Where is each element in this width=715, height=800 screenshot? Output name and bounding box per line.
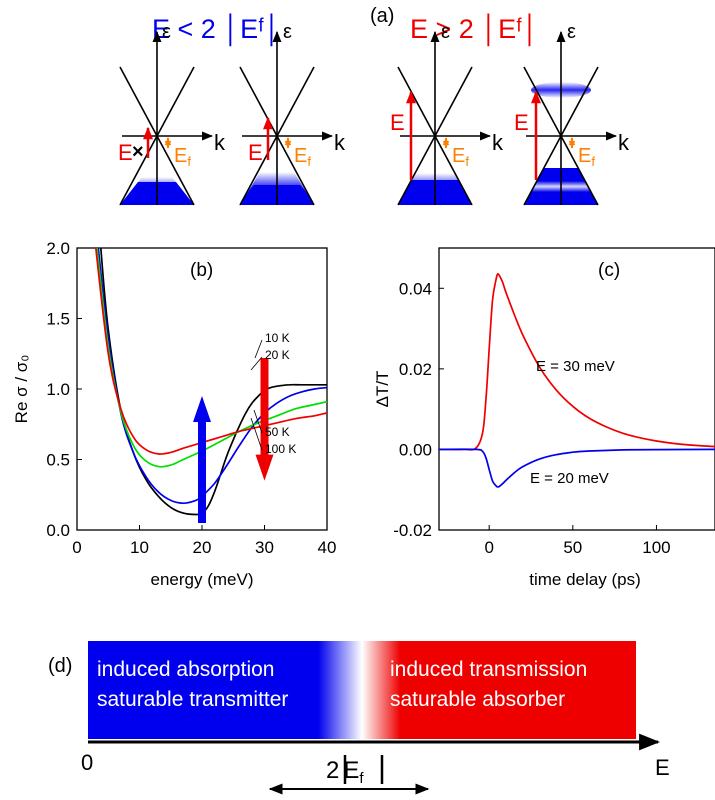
momentum-axis-label: k [618,130,630,155]
fermi-label: Ef [452,145,469,169]
series-line-e-20-mev [438,448,715,488]
series-label-30mev: E = 30 meV [536,358,615,375]
panel-a-label: (a) [370,5,394,27]
fermi-label: Ef [578,145,595,169]
series-label-20mev: E = 20 meV [530,470,609,487]
left-regime-line2: saturable transmitter [97,688,288,711]
axis-start-label: 0 [81,750,93,775]
panel-b-label: (b) [190,260,213,281]
y-tick-label: 1.0 [46,380,70,399]
x-tick-label: 30 [255,538,274,557]
momentum-axis-label: k [492,130,504,155]
x-tick-label: 50 [563,538,582,557]
regime-bar [88,641,636,739]
series-line-e-30-mev [438,273,715,451]
series-lines [438,273,715,488]
left-regime-line1: induced absorption [97,658,274,681]
series-labels: 10 K 20 K 50 K 100 K [250,331,296,456]
y-tick-label: 0.02 [399,360,432,379]
dirac-cone-1: ε × E Ef [118,21,214,206]
y-tick-label: -0.02 [393,521,432,540]
annotation-arrows [193,357,274,523]
label-leaders [250,339,263,451]
y-tick-label: 0.5 [46,451,70,470]
panel-a-left-title: E < 2 │Eᶠ│ [152,13,281,47]
series-line-100-k [94,247,328,455]
panel-c: (c) time delay (ps) ΔT/T 0 50 100 -0.02 0.00… [373,247,715,589]
increase-arrow [193,396,211,523]
energy-axis-label: ε [283,21,292,43]
panel-d: (d) induced absorption saturable transmi… [48,641,670,795]
y-tick-label: 0.04 [399,279,432,298]
fermi-label: Ef [174,145,191,169]
axis-ticks: 0 50 100 -0.02 0.00 0.02 0.04 [393,279,670,557]
axis-ticks: 0 10 20 30 40 0.0 0.5 1.0 1.5 2.0 [46,239,336,557]
energy-axis-label: ε [441,21,450,43]
y-tick-label: 0.00 [399,440,432,459]
series-label-100k: 100 K [265,442,296,456]
y-axis-label: ΔT/T [373,371,392,408]
series-line-50-k [96,247,328,468]
photon-label: E [248,140,263,165]
plot-frame [438,247,715,531]
decrease-arrow [255,357,274,481]
series-label-50k: 50 K [265,425,290,439]
x-axis-label: time delay (ps) [529,570,640,589]
photon-label: E [390,110,405,135]
x-tick-label: 20 [193,538,212,557]
panel-a-right-title: E > 2 │Eᶠ│ [410,13,539,47]
y-axis-label: Re σ / σ₀ [12,355,31,424]
photon-label: E [514,110,529,135]
x-tick-label: 40 [318,538,337,557]
dirac-cone-2: ε E Ef k [239,21,346,206]
series-label-10k: 10 K [265,331,290,345]
x-tick-label: 100 [642,538,670,557]
energy-axis-label: ε [162,21,171,43]
momentum-axis-label: k [214,130,226,155]
momentum-axis-label: k [334,130,346,155]
fermi-label: Ef [294,145,311,169]
blocked-mark: × [132,141,144,163]
x-tick-label: 0 [484,538,493,557]
y-tick-label: 2.0 [46,239,70,258]
dirac-cone-4: ε E Ef k [514,21,630,206]
right-regime-line1: induced transmission [390,658,587,681]
energy-axis-label: ε [567,21,576,43]
panel-d-label: (d) [48,655,72,677]
y-tick-label: 1.5 [46,310,70,329]
panel-c-label: (c) [598,260,620,281]
photon-label: E [118,140,133,165]
axis-end-label: E [655,755,670,780]
threshold-label: 2 Ef [326,757,364,787]
y-tick-label: 0.0 [46,521,70,540]
x-axis-label: energy (meV) [151,570,254,589]
series-label-20k: 20 K [265,348,290,362]
panel-a: (a) E < 2 │Eᶠ│ E > 2 │Eᶠ│ ε × E Ef ε [118,5,630,206]
series-lines [94,247,328,516]
series-line-20-k [97,247,328,505]
right-regime-line2: saturable absorber [390,688,565,711]
dirac-cone-3: ε E Ef k [390,21,504,206]
x-tick-label: 10 [130,538,149,557]
panel-b: (b) energy (meV) Re σ / σ₀ 0 10 20 30 400.00… [12,239,336,589]
x-tick-label: 0 [72,538,81,557]
series-line-10-k [99,247,327,516]
